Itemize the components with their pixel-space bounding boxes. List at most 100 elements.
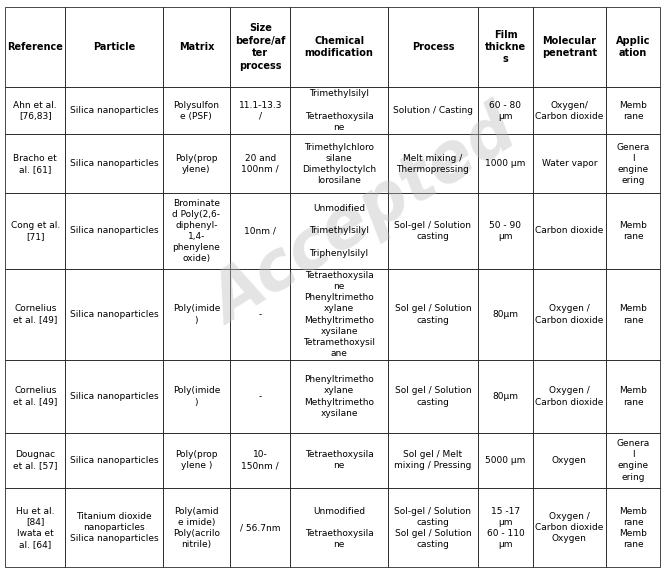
Bar	[606, 269, 660, 361]
Text: Sol gel / Solution
casting: Sol gel / Solution casting	[394, 305, 471, 325]
Bar	[230, 488, 290, 567]
Text: Sol-gel / Solution
casting: Sol-gel / Solution casting	[394, 221, 471, 241]
Bar	[5, 87, 65, 134]
Bar	[290, 87, 388, 134]
Text: 10-
150nm /: 10- 150nm /	[242, 450, 279, 470]
Bar	[65, 361, 163, 432]
Text: 10nm /: 10nm /	[244, 227, 276, 235]
Bar	[606, 87, 660, 134]
Bar	[533, 134, 606, 193]
Text: Memb
rane
Memb
rane: Memb rane Memb rane	[619, 507, 647, 549]
Bar	[606, 488, 660, 567]
Text: Memb
rane: Memb rane	[619, 101, 647, 121]
Bar	[163, 361, 230, 432]
Text: Memb
rane: Memb rane	[619, 305, 647, 325]
Bar	[163, 87, 230, 134]
Bar	[290, 134, 388, 193]
Bar	[478, 361, 533, 432]
Bar	[388, 87, 478, 134]
Text: -: -	[259, 392, 262, 401]
Text: Poly(imide
): Poly(imide )	[173, 386, 220, 407]
Text: Silica nanoparticles: Silica nanoparticles	[70, 392, 158, 401]
Bar	[230, 432, 290, 488]
Bar	[290, 269, 388, 361]
Text: Carbon dioxide: Carbon dioxide	[535, 227, 604, 235]
Bar	[533, 488, 606, 567]
Text: Ahn et al.
[76,83]: Ahn et al. [76,83]	[13, 101, 57, 121]
Bar	[5, 361, 65, 432]
Text: 5000 μm: 5000 μm	[485, 456, 526, 465]
Bar	[478, 488, 533, 567]
Text: Oxygen /
Carbon dioxide: Oxygen / Carbon dioxide	[535, 305, 604, 325]
Bar	[606, 361, 660, 432]
Text: Poly(prop
ylene): Poly(prop ylene)	[175, 154, 218, 174]
Text: Brominate
d Poly(2,6-
diphenyl-
1,4-
phenylene
oxide): Brominate d Poly(2,6- diphenyl- 1,4- phe…	[173, 199, 220, 263]
Text: Molecular
penetrant: Molecular penetrant	[542, 36, 597, 58]
Bar	[163, 488, 230, 567]
Bar	[533, 432, 606, 488]
Text: Bracho et
al. [61]: Bracho et al. [61]	[13, 154, 57, 174]
Text: Sol gel / Solution
casting: Sol gel / Solution casting	[394, 386, 471, 407]
Text: Cong et al.
[71]: Cong et al. [71]	[11, 221, 60, 241]
Bar	[533, 269, 606, 361]
Bar	[163, 269, 230, 361]
Bar	[65, 7, 163, 87]
Bar	[163, 432, 230, 488]
Text: Tetraethoxysila
ne
Phenyltrimetho
xylane
Methyltrimetho
xysilane
Tetramethoxysil: Tetraethoxysila ne Phenyltrimetho xylane…	[303, 271, 375, 358]
Text: Oxygen /
Carbon dioxide
Oxygen: Oxygen / Carbon dioxide Oxygen	[535, 512, 604, 543]
Text: Process: Process	[412, 42, 454, 52]
Bar	[230, 361, 290, 432]
Text: Sol-gel / Solution
casting
Sol gel / Solution
casting: Sol-gel / Solution casting Sol gel / Sol…	[394, 507, 471, 549]
Text: Phenyltrimetho
xylane
Methyltrimetho
xysilane: Phenyltrimetho xylane Methyltrimetho xys…	[304, 375, 374, 417]
Text: Silica nanoparticles: Silica nanoparticles	[70, 106, 158, 115]
Text: Poly(prop
ylene ): Poly(prop ylene )	[175, 450, 218, 470]
Text: Silica nanoparticles: Silica nanoparticles	[70, 310, 158, 319]
Bar	[478, 7, 533, 87]
Bar	[388, 361, 478, 432]
Text: Genera
l
engine
ering: Genera l engine ering	[616, 143, 649, 185]
Text: 11.1-13.3
/: 11.1-13.3 /	[238, 101, 282, 121]
Text: Oxygen /
Carbon dioxide: Oxygen / Carbon dioxide	[535, 386, 604, 407]
Bar	[65, 488, 163, 567]
Bar	[606, 432, 660, 488]
Bar	[5, 134, 65, 193]
Bar	[65, 269, 163, 361]
Bar	[290, 361, 388, 432]
Text: 20 and
100nm /: 20 and 100nm /	[242, 154, 279, 174]
Bar	[533, 361, 606, 432]
Bar	[163, 193, 230, 269]
Bar	[5, 193, 65, 269]
Text: Unmodified

Trimethylsilyl

Triphenylsilyl: Unmodified Trimethylsilyl Triphenylsilyl	[309, 204, 369, 258]
Text: Sol gel / Melt
mixing / Pressing: Sol gel / Melt mixing / Pressing	[394, 450, 471, 470]
Bar	[478, 134, 533, 193]
Text: 50 - 90
μm: 50 - 90 μm	[489, 221, 521, 241]
Bar	[290, 488, 388, 567]
Bar	[230, 87, 290, 134]
Text: -: -	[259, 310, 262, 319]
Bar	[478, 87, 533, 134]
Text: 1000 μm: 1000 μm	[485, 159, 526, 168]
Text: Silica nanoparticles: Silica nanoparticles	[70, 227, 158, 235]
Text: Size
before/af
ter
process: Size before/af ter process	[235, 24, 286, 71]
Text: Oxygen: Oxygen	[552, 456, 587, 465]
Text: Cornelius
et al. [49]: Cornelius et al. [49]	[13, 305, 57, 325]
Bar	[388, 193, 478, 269]
Bar	[65, 432, 163, 488]
Text: Titanium dioxide
nanoparticles
Silica nanoparticles: Titanium dioxide nanoparticles Silica na…	[70, 512, 158, 543]
Text: Cornelius
et al. [49]: Cornelius et al. [49]	[13, 386, 57, 407]
Text: Solution / Casting: Solution / Casting	[393, 106, 473, 115]
Text: Memb
rane: Memb rane	[619, 386, 647, 407]
Text: Film
thickne
s: Film thickne s	[485, 29, 526, 64]
Bar	[388, 432, 478, 488]
Text: Melt mixing /
Thermopressing: Melt mixing / Thermopressing	[396, 154, 469, 174]
Text: Trimethylchloro
silane
Dimethyloctylch
lorosilane: Trimethylchloro silane Dimethyloctylch l…	[302, 143, 376, 185]
Bar	[533, 87, 606, 134]
Text: Poly(amid
e imide)
Poly(acrilo
nitrile): Poly(amid e imide) Poly(acrilo nitrile)	[173, 507, 220, 549]
Bar	[388, 269, 478, 361]
Text: Silica nanoparticles: Silica nanoparticles	[70, 159, 158, 168]
Text: Applic
ation: Applic ation	[616, 36, 650, 58]
Bar	[388, 488, 478, 567]
Bar	[163, 134, 230, 193]
Text: Tetraethoxysila
ne: Tetraethoxysila ne	[305, 450, 373, 470]
Bar	[606, 193, 660, 269]
